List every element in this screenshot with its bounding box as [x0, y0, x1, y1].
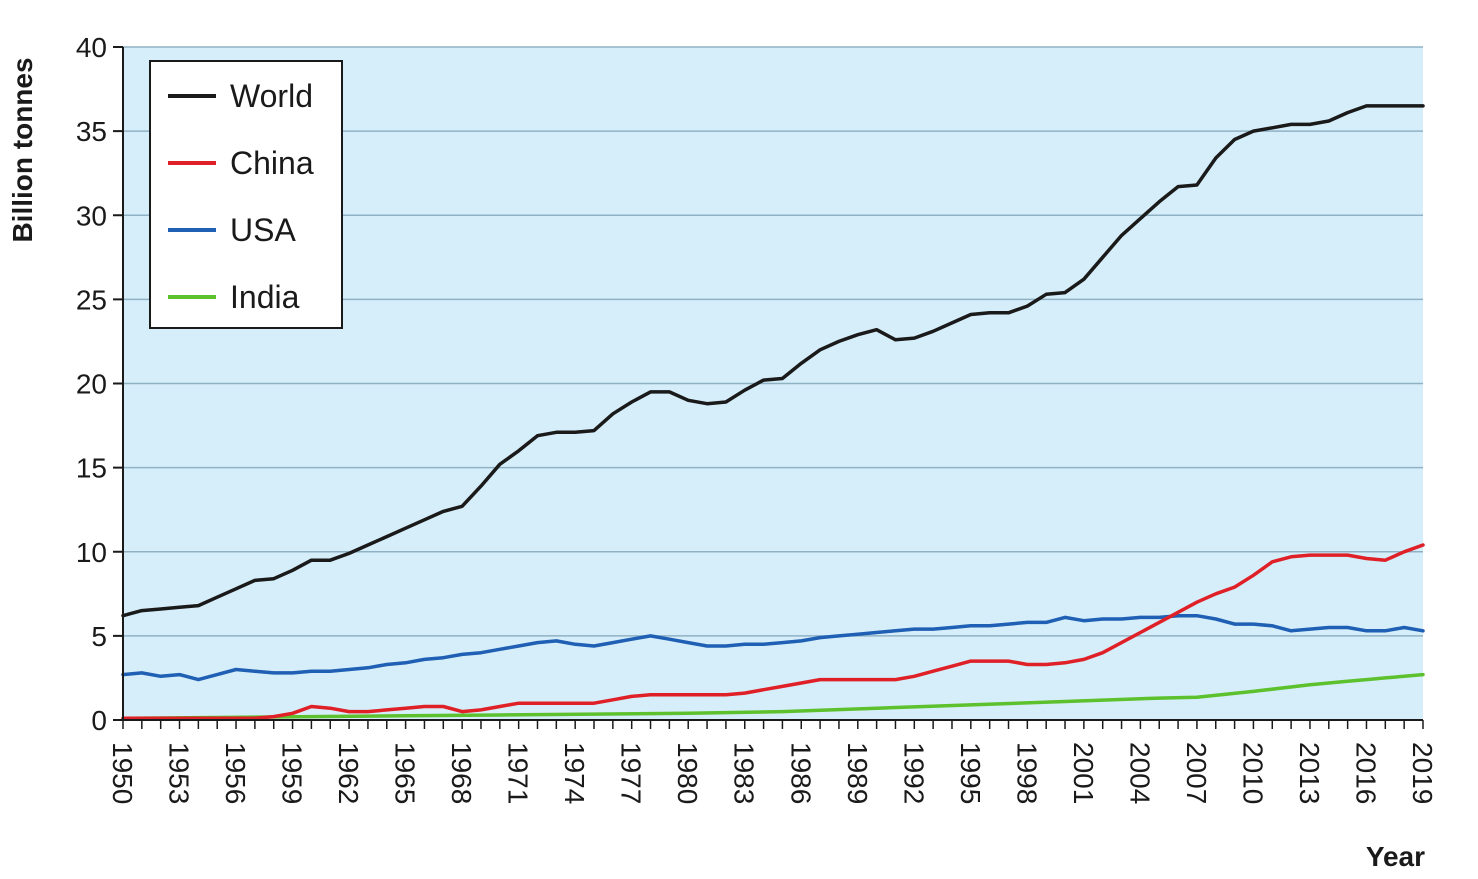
- y-tick-label: 30: [76, 200, 107, 231]
- y-axis-title: Billion tonnes: [7, 57, 38, 242]
- x-ticks: 1950 1953 1956 1959 1962 1965 1968 1971 1974 1977…: [107, 720, 1438, 804]
- y-tick-label: 35: [76, 116, 107, 147]
- series-line-china: [121, 543, 1425, 721]
- y-ticks: 0 5 10 15 20 25 30 35 40: [76, 32, 123, 736]
- x-tick-label: 1965: [390, 742, 421, 804]
- x-tick-label: 1992: [898, 742, 929, 804]
- y-tick-label: 40: [76, 32, 107, 63]
- x-tick-label: 1959: [277, 742, 308, 804]
- x-tick-label: 1980: [672, 742, 703, 804]
- legend-box: [149, 60, 343, 329]
- x-tick-label: 1962: [333, 742, 364, 804]
- x-tick-label: 2019: [1407, 742, 1438, 804]
- x-tick-label: 1971: [503, 742, 534, 804]
- x-tick-label: 1977: [616, 742, 647, 804]
- y-tick-label: 10: [76, 537, 107, 568]
- legend-label-india: India: [230, 279, 300, 315]
- x-tick-label: 2001: [1068, 742, 1099, 804]
- y-tick-label: 25: [76, 284, 107, 315]
- gridlines: [123, 46, 1423, 637]
- x-tick-label: 1989: [842, 742, 873, 804]
- x-tick-label: 1986: [785, 742, 816, 804]
- y-tick-label: 20: [76, 369, 107, 400]
- series-line-usa: [121, 613, 1425, 682]
- x-tick-label: 1950: [107, 742, 138, 804]
- x-tick-label: 2007: [1181, 742, 1212, 804]
- y-tick-label: 5: [91, 621, 107, 652]
- x-tick-label: 2004: [1124, 742, 1155, 804]
- x-tick-label: 1953: [164, 742, 195, 804]
- series-lines: [121, 104, 1425, 721]
- x-tick-label: 2016: [1350, 742, 1381, 804]
- x-axis-title: Year: [1366, 841, 1425, 872]
- x-tick-label: 2013: [1294, 742, 1325, 804]
- legend-label-world: World: [230, 78, 313, 114]
- series-line-world: [121, 104, 1425, 618]
- y-tick-label: 15: [76, 453, 107, 484]
- y-tick-label: 0: [91, 705, 107, 736]
- series-line-india: [121, 672, 1425, 721]
- x-tick-label: 1983: [729, 742, 760, 804]
- x-tick-label: 1968: [446, 742, 477, 804]
- legend-label-usa: USA: [230, 212, 296, 248]
- x-tick-label: 1974: [559, 742, 590, 804]
- legend: World China USA India: [149, 60, 343, 329]
- x-tick-label: 2010: [1237, 742, 1268, 804]
- x-tick-label: 1956: [220, 742, 251, 804]
- legend-label-china: China: [230, 145, 314, 181]
- x-tick-label: 1998: [1011, 742, 1042, 804]
- x-tick-label: 1995: [955, 742, 986, 804]
